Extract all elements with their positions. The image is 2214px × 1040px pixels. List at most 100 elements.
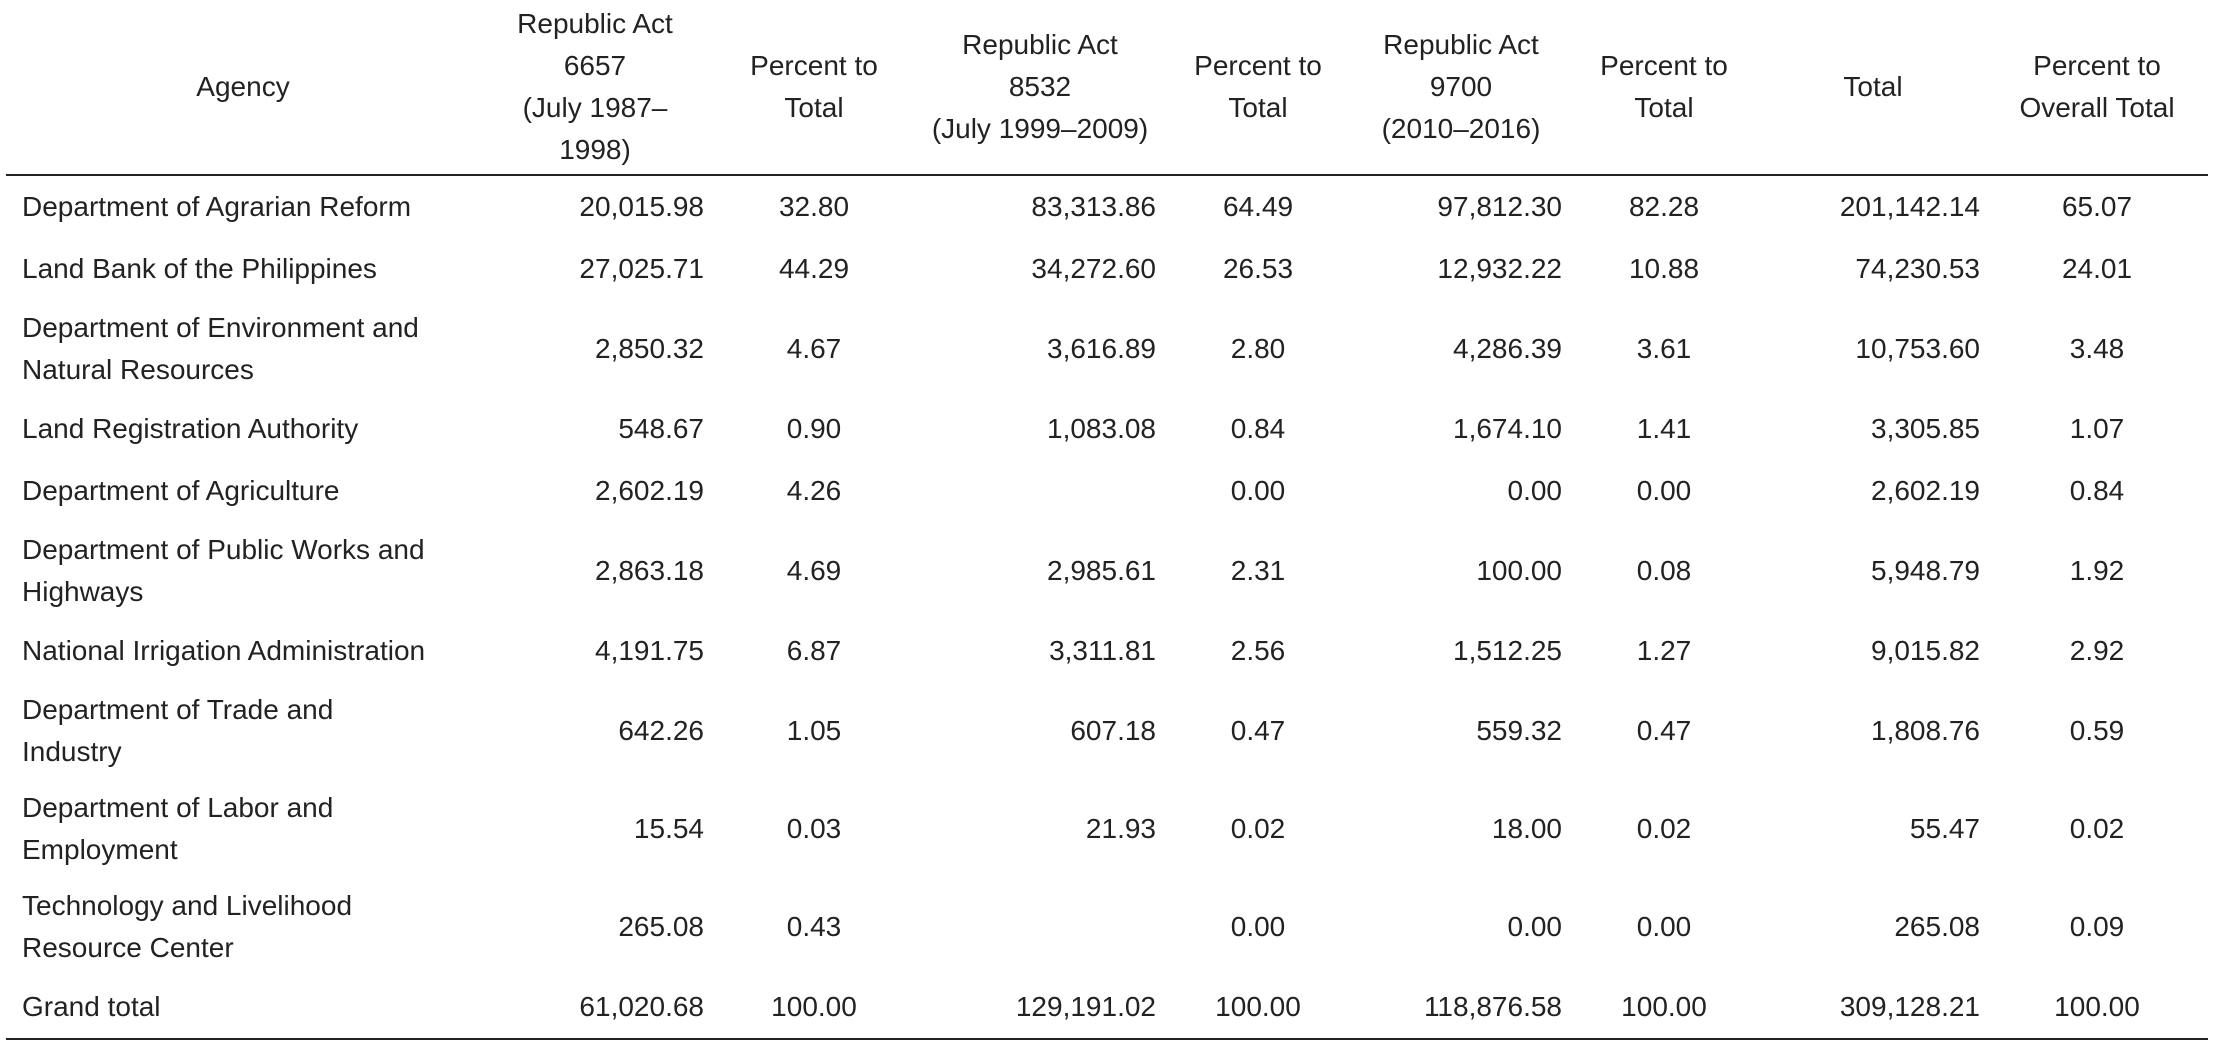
cell-percent-to-total-3: 1.27 [1636, 635, 1692, 666]
table-row: Department of Agrarian Reform 20,015.98 32… [6, 175, 2208, 238]
cell-total: 9,015.82 [1871, 635, 1980, 666]
agency-funding-table: Agency Republic Act 6657 (July 1987– 199… [6, 0, 2208, 1040]
cell-total: 55.47 [1909, 813, 1980, 844]
cell-ra8532: 83,313.86 [1031, 191, 1156, 222]
header-percent-to-total-1: Percent to Total [710, 0, 918, 176]
cell-ra9700: 118,876.58 [1354, 976, 1568, 1040]
header-percent-to-total-3: Percent to Total [1568, 0, 1760, 176]
cell-percent-to-total-3: 0.00 [1636, 475, 1692, 506]
table-row: Technology and Livelihood Resource Center… [6, 878, 2208, 976]
cell-agency: Grand total [6, 976, 480, 1040]
cell-agency: Department of Public Works and Highways [22, 534, 425, 607]
cell-percent-to-overall-total: 100.00 [1986, 976, 2208, 1040]
cell-percent-to-total-2: 2.80 [1230, 333, 1286, 364]
cell-agency: Technology and Livelihood Resource Center [22, 890, 353, 963]
cell-ra9700: 1,512.25 [1453, 635, 1562, 666]
cell-percent-to-total-3: 0.47 [1636, 715, 1692, 746]
cell-total: 74,230.53 [1855, 253, 1980, 284]
cell-percent-to-total-1: 4.67 [786, 333, 842, 364]
header-total: Total [1760, 0, 1986, 176]
cell-ra9700: 0.00 [1507, 475, 1563, 506]
cell-ra8532: 34,272.60 [1031, 253, 1156, 284]
header-agency: Agency [6, 0, 480, 176]
cell-total: 309,128.21 [1760, 976, 1986, 1040]
cell-percent-to-total-1: 32.80 [778, 191, 850, 222]
cell-percent-to-total-1: 0.43 [786, 911, 842, 942]
cell-percent-to-total-1: 4.69 [786, 555, 842, 586]
cell-percent-to-overall-total: 1.92 [2069, 555, 2125, 586]
cell-percent-to-overall-total: 0.84 [2069, 475, 2125, 506]
cell-percent-to-total-3: 10.88 [1628, 253, 1700, 284]
header-ra9700: Republic Act 9700 (2010–2016) [1354, 0, 1568, 176]
cell-percent-to-total-2: 2.31 [1230, 555, 1286, 586]
table-container: Agency Republic Act 6657 (July 1987– 199… [6, 0, 2208, 1040]
cell-total: 3,305.85 [1871, 413, 1980, 444]
cell-agency: Land Bank of the Philippines [22, 253, 377, 284]
table-row: Department of Public Works and Highways 2,… [6, 522, 2208, 620]
cell-total: 265.08 [1894, 911, 1980, 942]
cell-percent-to-overall-total: 0.02 [2069, 813, 2125, 844]
cell-percent-to-total-2: 0.84 [1230, 413, 1286, 444]
cell-total: 10,753.60 [1855, 333, 1980, 364]
cell-percent-to-total-3: 82.28 [1628, 191, 1700, 222]
cell-percent-to-overall-total: 65.07 [2061, 191, 2133, 222]
cell-agency: National Irrigation Administration [22, 635, 426, 666]
cell-agency: Department of Labor and Employment [22, 792, 334, 865]
cell-ra8532: 129,191.02 [918, 976, 1162, 1040]
cell-percent-to-total-3: 0.00 [1636, 911, 1692, 942]
cell-percent-to-total-3: 100.00 [1568, 976, 1760, 1040]
cell-percent-to-total-1: 1.05 [786, 715, 842, 746]
table-row: Department of Environment and Natural Res… [6, 300, 2208, 398]
cell-percent-to-overall-total: 1.07 [2069, 413, 2125, 444]
cell-ra8532: 607.18 [1070, 715, 1156, 746]
cell-percent-to-total-3: 1.41 [1636, 413, 1692, 444]
cell-ra9700: 18.00 [1491, 813, 1562, 844]
cell-ra6657: 265.08 [618, 911, 704, 942]
cell-percent-to-total-1: 6.87 [786, 635, 842, 666]
cell-ra6657: 27,025.71 [579, 253, 704, 284]
cell-ra6657: 548.67 [618, 413, 704, 444]
cell-percent-to-total-3: 0.08 [1636, 555, 1692, 586]
grand-total-row: Grand total 61,020.68 100.00 129,191.02 100.… [6, 976, 2208, 1040]
cell-agency: Department of Environment and Natural Res… [22, 312, 419, 385]
cell-ra6657: 2,602.19 [595, 475, 704, 506]
cell-ra9700: 100.00 [1476, 555, 1562, 586]
cell-percent-to-total-1: 0.03 [786, 813, 842, 844]
cell-total: 201,142.14 [1839, 191, 1980, 222]
cell-percent-to-total-1: 4.26 [786, 475, 842, 506]
cell-percent-to-total-2: 0.00 [1230, 911, 1286, 942]
cell-percent-to-overall-total: 0.59 [2069, 715, 2125, 746]
cell-percent-to-total-1: 44.29 [778, 253, 850, 284]
cell-percent-to-total-2: 26.53 [1222, 253, 1294, 284]
cell-ra6657: 2,850.32 [595, 333, 704, 364]
cell-ra6657: 61,020.68 [480, 976, 710, 1040]
header-percent-to-total-2: Percent to Total [1162, 0, 1354, 176]
cell-ra8532: 3,616.89 [1047, 333, 1156, 364]
cell-ra8532: 21.93 [1085, 813, 1156, 844]
header-ra6657: Republic Act 6657 (July 1987– 1998) [480, 0, 710, 176]
table-row: Department of Labor and Employment 15.54 0.… [6, 780, 2208, 878]
cell-percent-to-total-2: 2.56 [1230, 635, 1286, 666]
cell-ra6657: 20,015.98 [579, 191, 704, 222]
table-header: Agency Republic Act 6657 (July 1987– 199… [6, 0, 2208, 176]
cell-agency: Department of Trade and Industry [22, 694, 334, 767]
cell-percent-to-total-2: 64.49 [1222, 191, 1294, 222]
cell-ra8532: 2,985.61 [1047, 555, 1156, 586]
cell-percent-to-overall-total: 3.48 [2069, 333, 2125, 364]
cell-percent-to-total-2: 100.00 [1162, 976, 1354, 1040]
cell-percent-to-total-2: 0.02 [1230, 813, 1286, 844]
header-row: Agency Republic Act 6657 (July 1987– 199… [6, 0, 2208, 176]
header-percent-to-overall-total: Percent to Overall Total [1986, 0, 2208, 176]
table-row: Land Bank of the Philippines 27,025.71 44.… [6, 238, 2208, 300]
table-row: National Irrigation Administration 4,191.… [6, 620, 2208, 682]
cell-percent-to-total-1: 0.90 [786, 413, 842, 444]
cell-ra6657: 642.26 [618, 715, 704, 746]
cell-percent-to-overall-total: 24.01 [2061, 253, 2133, 284]
table-body: Department of Agrarian Reform 20,015.98 32… [6, 175, 2208, 1040]
cell-percent-to-total-3: 3.61 [1636, 333, 1692, 364]
cell-ra6657: 2,863.18 [595, 555, 704, 586]
cell-percent-to-overall-total: 2.92 [2069, 635, 2125, 666]
cell-ra9700: 12,932.22 [1437, 253, 1562, 284]
cell-ra8532 [918, 878, 1162, 976]
cell-total: 1,808.76 [1871, 715, 1980, 746]
